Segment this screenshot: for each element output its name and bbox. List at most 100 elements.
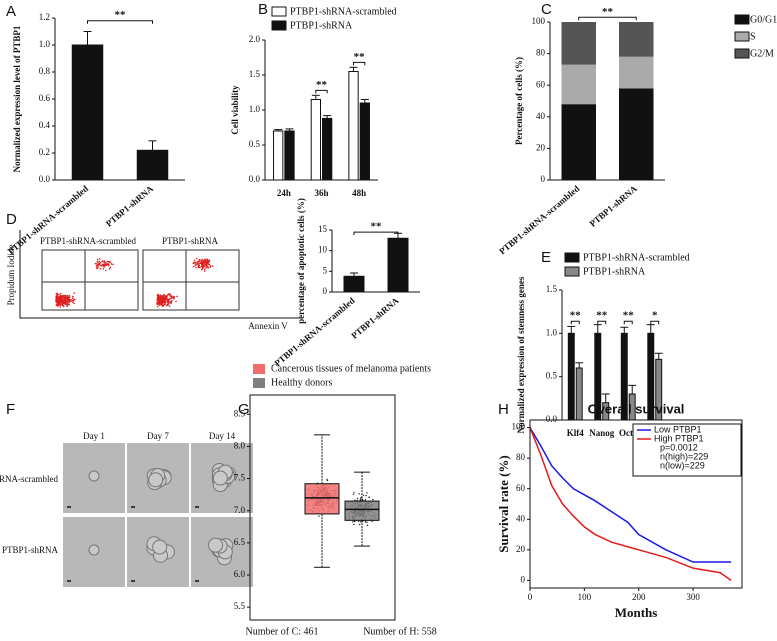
y-tick-label: 0.4 [39,120,51,130]
jitter-dot [358,493,360,495]
flow-dot [166,304,168,307]
bar-segment [561,64,596,105]
plot-frame [529,419,743,589]
flow-dot [209,265,212,267]
jitter-dot [353,520,356,523]
annotation: n(high)=229 [660,451,708,461]
y-tick-label: 5 [323,265,328,275]
y-tick-label: 1.5 [249,69,261,79]
flow-plot [41,249,139,311]
bar-segment [561,104,596,180]
y-tick-label: 1.2 [39,12,50,22]
cell [88,544,100,556]
jitter-dot [372,498,374,501]
y-tick-label: 60 [536,79,546,89]
flow-dot [199,266,201,268]
legend-swatch [564,266,580,277]
flow-x-label: Annexin V [248,321,288,331]
flow-dot [161,301,163,303]
y-axis-label: Cell viability [230,85,240,135]
flow-dot [156,296,159,299]
y-tick-label: 40 [516,513,526,523]
flow-dot [66,305,68,308]
flow-dot [209,266,211,269]
flow-dot [192,265,195,268]
flow-dot [158,297,161,300]
flow-dot [211,265,214,267]
flow-dot [98,260,101,263]
flow-dot [192,262,195,265]
significance-label: ** [570,310,582,322]
flow-dot [100,265,103,267]
flow-dot [156,302,159,305]
y-tick-label: 1.5 [546,284,558,294]
flow-dot [56,301,59,304]
legend-box [632,423,742,477]
jitter-dot [360,497,362,499]
flow-dot [112,263,114,266]
legend-swatch [271,20,287,31]
y-tick-label: 2.0 [249,34,261,44]
jitter-dot [318,515,320,517]
flow-dot [59,294,62,297]
significance-label: ** [596,310,608,322]
flow-dot [55,300,57,303]
flow-dot [72,299,75,302]
flow-dot [71,297,74,300]
y-tick-label: 60 [516,483,526,493]
flow-dot [169,297,172,300]
bar-segment [619,56,654,89]
jitter-dot [352,521,354,523]
significance-bracket [650,320,660,325]
bar [575,367,583,421]
flow-dot [206,262,209,265]
significance-label: ** [115,9,127,21]
flow-dot [175,300,177,303]
bar-segment [561,22,596,65]
jitter-dot [357,520,360,522]
flow-dot [202,263,204,265]
jitter-dot [366,521,368,524]
flow-dot [98,258,101,260]
flow-dot [206,261,209,263]
flow-dot [205,264,208,267]
flow-dot [161,298,163,300]
y-tick-label: 0 [541,174,546,184]
y-tick-label: 100 [532,16,546,26]
y-tick-label: 1.0 [546,327,558,337]
flow-dot [56,293,59,296]
y-tick-label: 100 [512,422,526,432]
flow-dot [198,261,200,263]
bar-segment [619,88,654,180]
x-tick-label: 100 [578,592,592,602]
flow-dot [68,296,71,298]
flow-dot [103,261,106,263]
flow-dot [156,305,159,308]
flow-dot [101,260,103,263]
legend-label: PTBP1-shRNA-scrambled [583,252,690,263]
flow-title: PTBP1-shRNA-scrambled [40,236,136,246]
jitter-dot [359,521,362,523]
column-label: Day 14 [209,431,236,441]
legend-label: Low PTBP1 [654,424,702,434]
flow-dot [97,265,99,267]
flow-dot [162,299,165,302]
flow-dot [165,296,168,298]
significance-label: ** [623,310,635,322]
x-tick-label: Number of H: 558 [363,626,437,637]
flow-dot [73,302,75,305]
panel-letter: B [258,1,268,18]
significance-bracket [570,320,580,325]
y-tick-label: 0.2 [39,147,50,157]
y-axis-label: Survival rate (%) [496,455,511,552]
legend-label: S [750,31,756,42]
flow-dot [195,263,197,265]
flow-title: PTBP1-shRNA [162,236,219,246]
jitter-dot [366,492,368,494]
flow-dot [204,268,206,270]
flow-dot [164,300,167,303]
flow-dot [65,301,68,304]
legend-swatch [253,364,265,374]
bar [136,149,169,181]
x-tick-label: 300 [686,592,700,602]
